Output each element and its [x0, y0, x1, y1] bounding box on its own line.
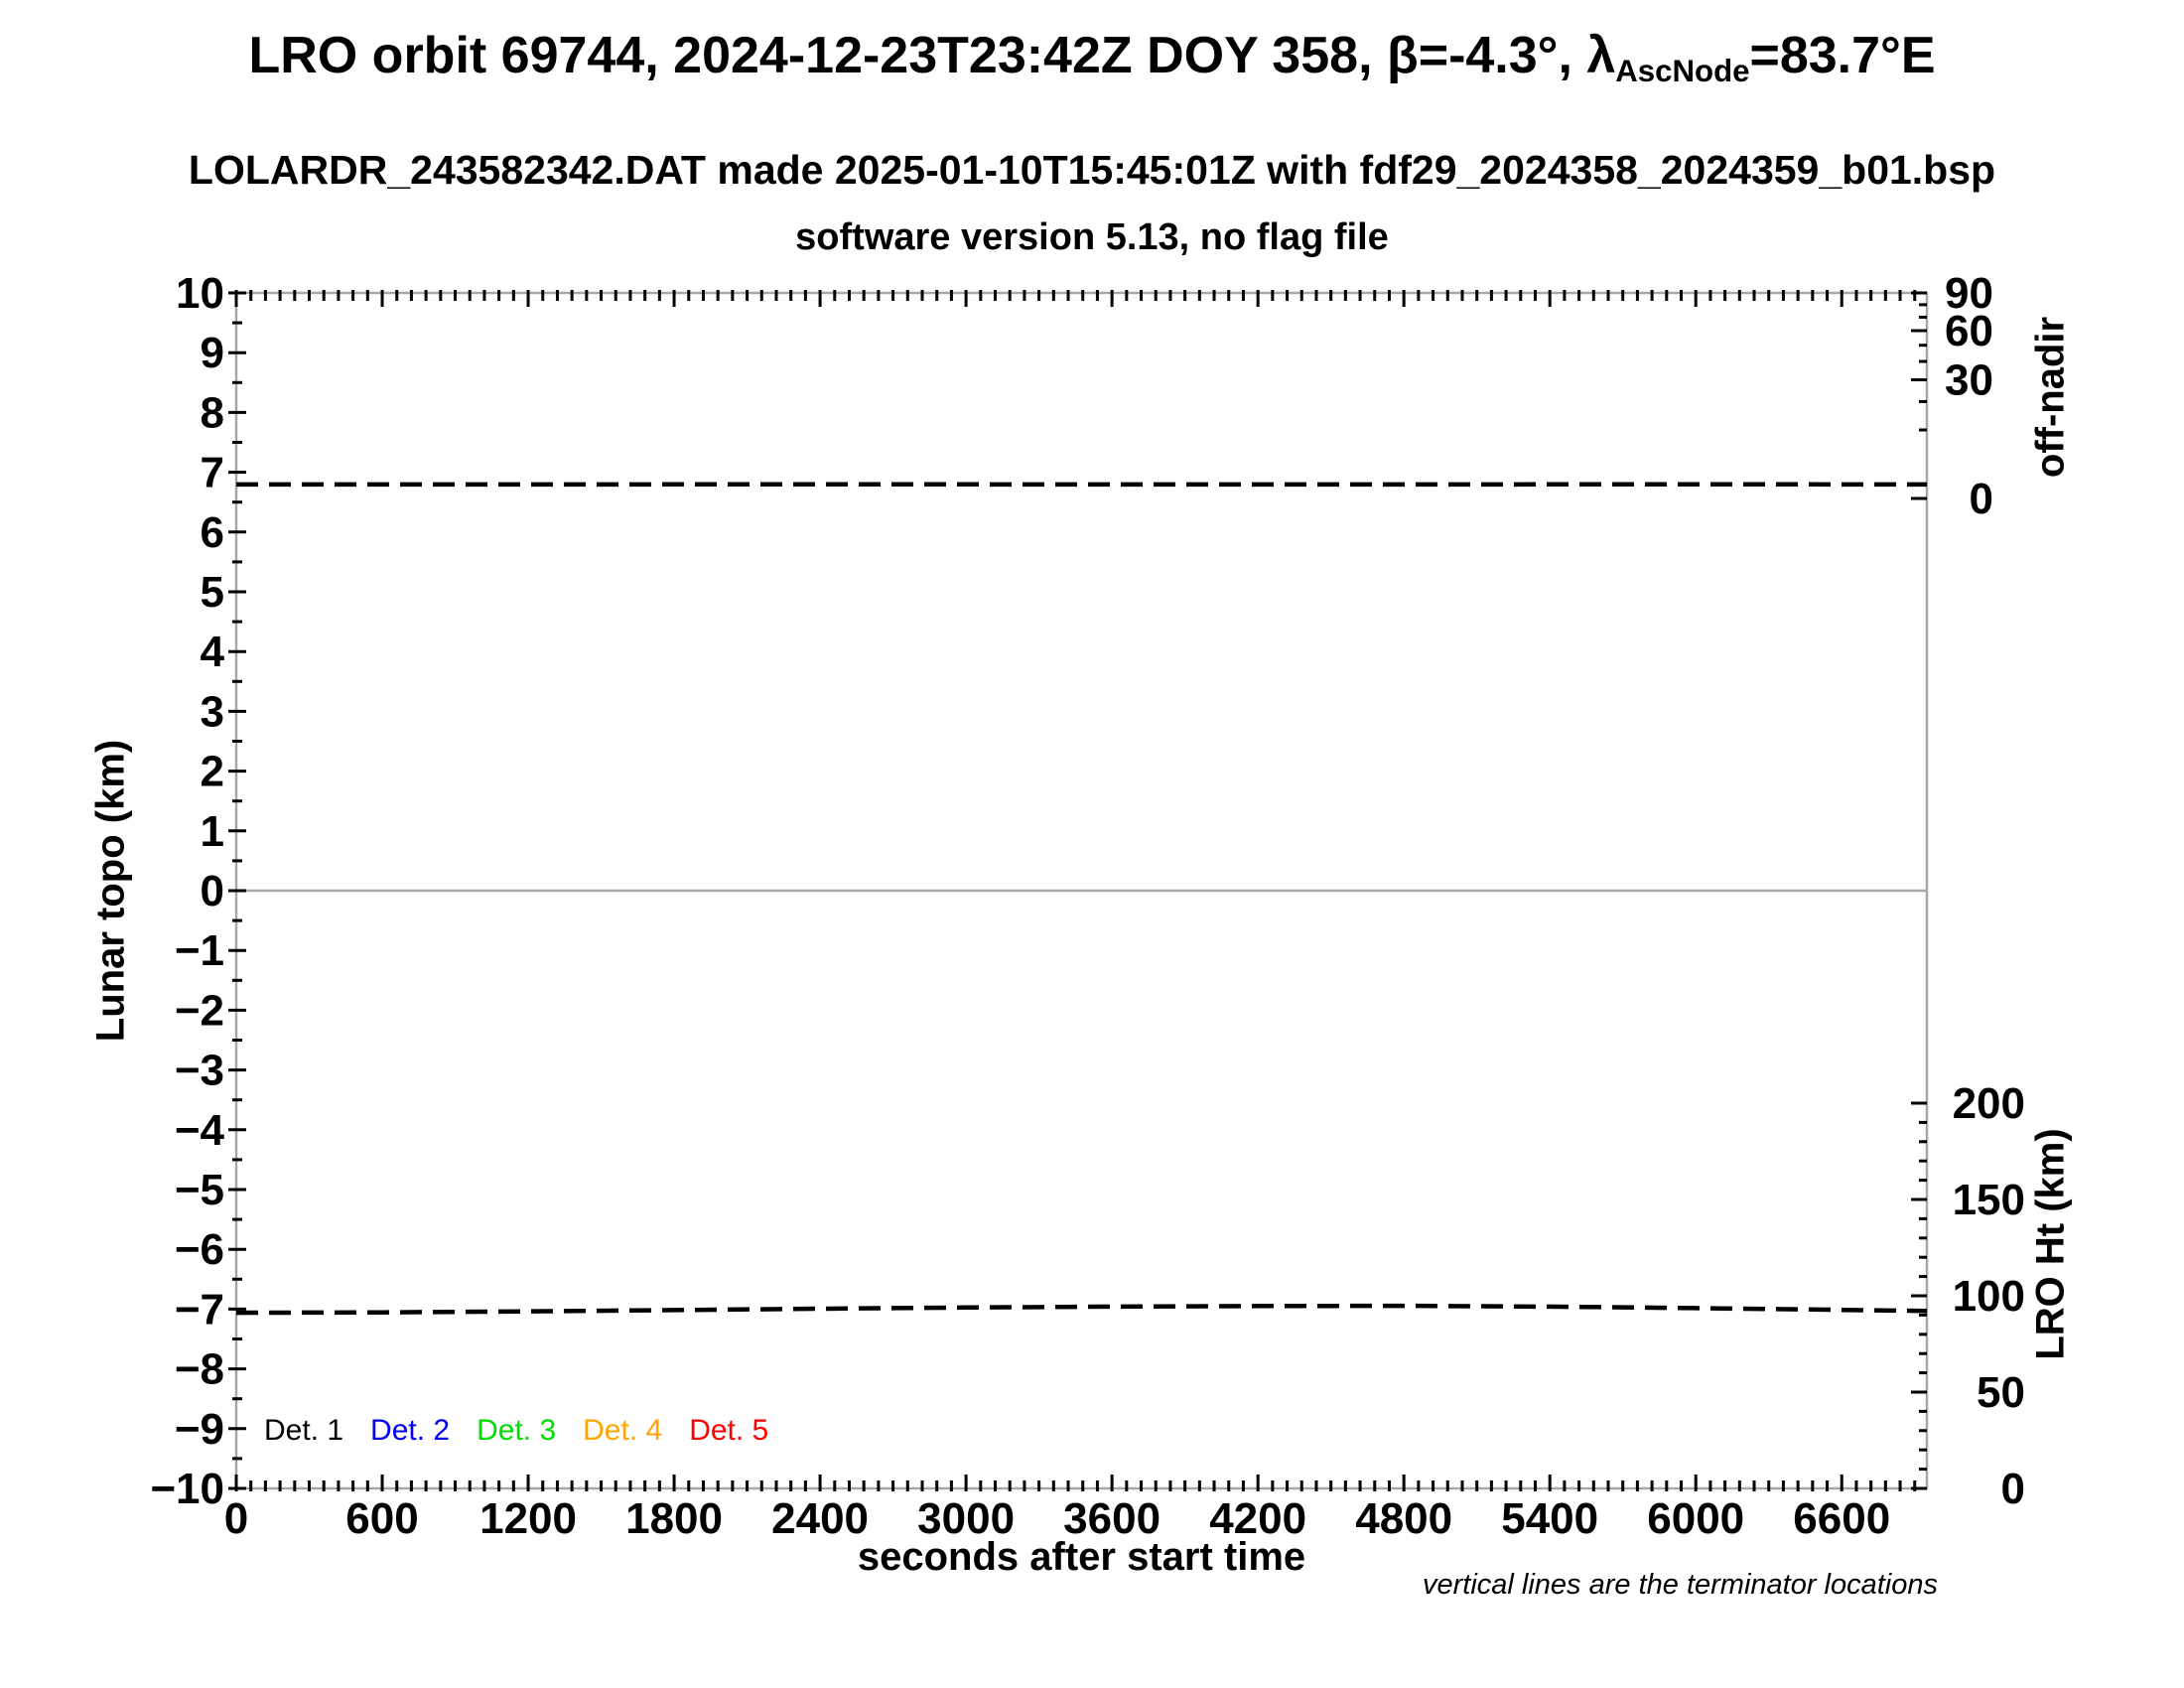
y-left-tick-label: 7 — [201, 449, 224, 497]
y-left-tick-label: −7 — [175, 1285, 224, 1334]
x-tick-label: 4200 — [1209, 1494, 1306, 1543]
x-tick-label: 5400 — [1501, 1494, 1598, 1543]
detector-legend: Det. 1 Det. 2 Det. 3 Det. 4 Det. 5 — [264, 1414, 768, 1448]
lro-ht-tick-label: 100 — [1953, 1272, 2025, 1321]
lro-ht-tick-label: 200 — [1953, 1079, 2025, 1128]
y-left-tick-label: −3 — [175, 1047, 224, 1095]
y-left-tick-label: 9 — [201, 329, 224, 377]
y-left-tick-label: 4 — [201, 628, 225, 676]
off-nadir-tick-label: 30 — [1945, 355, 1993, 404]
y-left-tick-label: 3 — [201, 687, 224, 736]
y-left-tick-label: −5 — [175, 1166, 224, 1214]
y-left-tick-label: 0 — [201, 867, 224, 915]
x-tick-label: 0 — [224, 1494, 248, 1543]
x-tick-label: 3600 — [1063, 1494, 1160, 1543]
y-left-tick-label: 2 — [201, 748, 224, 796]
y-left-tick-label: −10 — [150, 1465, 224, 1513]
y-left-axis-title: Lunar topo (km) — [88, 739, 133, 1043]
off-nadir-tick-label: 90 — [1945, 269, 1993, 318]
x-tick-label: 6600 — [1793, 1494, 1890, 1543]
x-tick-label: 2400 — [771, 1494, 869, 1543]
lro-height-line — [235, 1303, 1928, 1316]
legend-item-det-4: Det. 4 — [583, 1414, 663, 1447]
off-nadir-tick-label: 0 — [1970, 475, 1993, 523]
y-left-tick-label: −8 — [175, 1345, 224, 1394]
y-left-tick-label: −1 — [175, 926, 224, 975]
x-tick-label: 6000 — [1647, 1494, 1744, 1543]
y-left-tick-label: 1 — [201, 807, 224, 856]
legend-item-det-1: Det. 1 — [264, 1414, 344, 1447]
lro-height-axis-title: LRO Ht (km) — [2028, 1128, 2073, 1360]
y-left-tick-label: −4 — [175, 1106, 225, 1155]
x-tick-label: 4800 — [1355, 1494, 1452, 1543]
page-title-suffix: =83.7°E — [1749, 27, 1936, 84]
legend-item-det-5: Det. 5 — [689, 1414, 769, 1447]
x-axis-title: seconds after start time — [857, 1535, 1306, 1579]
off-nadir-axis-title: off-nadir — [2028, 316, 2073, 479]
page-title-subscript: AscNode — [1615, 53, 1750, 88]
y-left-tick-label: 6 — [201, 508, 224, 557]
lro-ht-tick-label: 50 — [1977, 1368, 2025, 1417]
legend-item-det-2: Det. 2 — [370, 1414, 451, 1447]
page-title-main: LRO orbit 69744, 2024-12-23T23:42Z DOY 3… — [248, 27, 1616, 84]
y-left-tick-label: −6 — [175, 1225, 224, 1274]
x-tick-label: 3000 — [917, 1494, 1015, 1543]
y-left-tick-label: 10 — [176, 269, 224, 318]
x-tick-label: 1800 — [625, 1494, 723, 1543]
subtitle-software-version: software version 5.13, no flag file — [795, 216, 1389, 258]
subtitle-datafile: LOLARDR_243582342.DAT made 2025-01-10T15… — [188, 147, 1996, 193]
legend-item-det-3: Det. 3 — [477, 1414, 557, 1447]
y-left-tick-label: −2 — [175, 986, 224, 1035]
terminator-footnote: vertical lines are the terminator locati… — [1422, 1569, 1938, 1601]
y-left-tick-label: 8 — [201, 388, 224, 437]
y-left-tick-label: −9 — [175, 1405, 224, 1454]
y-left-tick-label: 5 — [201, 568, 224, 617]
page-title: LRO orbit 69744, 2024-12-23T23:42Z DOY 3… — [0, 26, 2184, 88]
x-tick-label: 600 — [345, 1494, 418, 1543]
lro-ht-tick-label: 150 — [1953, 1176, 2025, 1224]
x-tick-label: 1200 — [479, 1494, 577, 1543]
lro-ht-tick-label: 0 — [2001, 1465, 2025, 1513]
off-nadir-tick-label: 60 — [1945, 307, 1993, 355]
